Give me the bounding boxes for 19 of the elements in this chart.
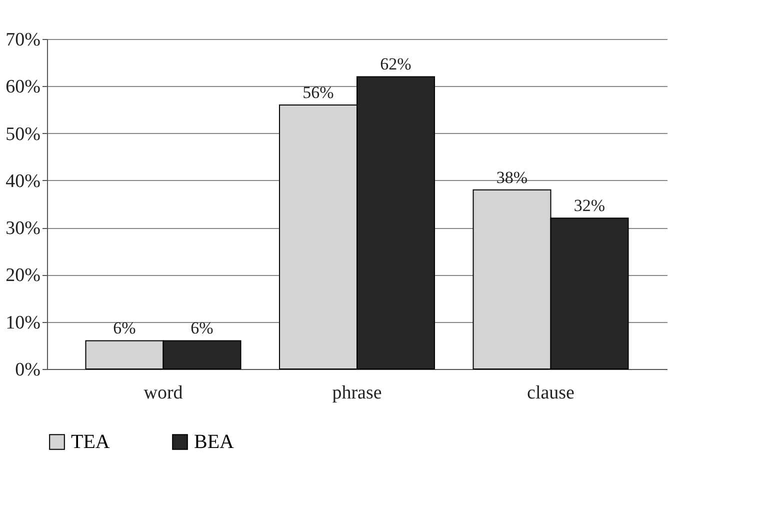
data-label: 6% [113, 318, 136, 338]
data-label: 56% [302, 83, 334, 102]
y-tick-label: 40% [6, 170, 41, 192]
x-tick-label: word [144, 382, 184, 404]
y-tick-label: 20% [6, 265, 41, 286]
data-label: 62% [380, 54, 412, 74]
y-tick-label: 0% [15, 360, 41, 380]
data-label: 6% [190, 318, 214, 338]
data-label: 38% [496, 168, 528, 187]
legend-label: TEA [71, 431, 110, 453]
y-tick-label: 60% [6, 76, 41, 98]
x-tick-label: phrase [332, 382, 382, 404]
legend-label: BEA [194, 431, 235, 453]
y-tick-label: 30% [6, 218, 41, 240]
y-tick-label: 70% [6, 30, 41, 50]
y-tick-label: 50% [6, 124, 41, 145]
x-tick-label: clause [527, 382, 574, 404]
y-tick-label: 10% [6, 312, 41, 334]
data-label: 32% [574, 196, 606, 216]
